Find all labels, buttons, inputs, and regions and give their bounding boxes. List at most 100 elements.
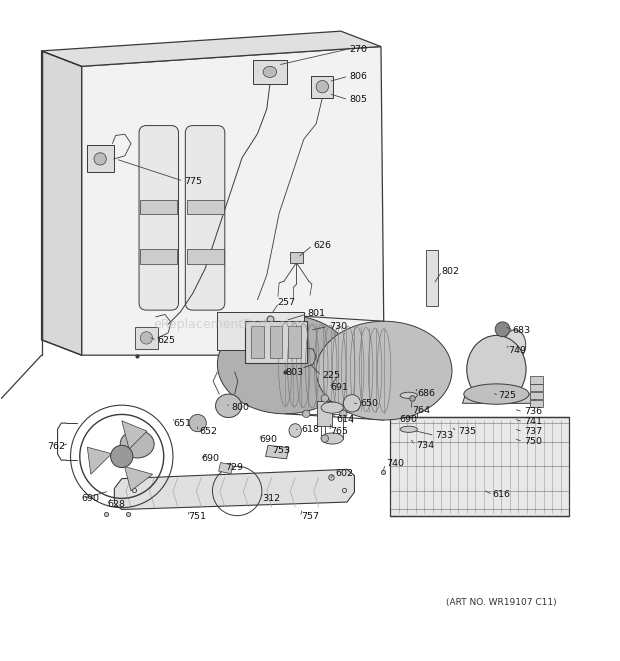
Text: 734: 734 (416, 441, 434, 449)
Polygon shape (218, 312, 304, 350)
Circle shape (340, 410, 347, 418)
Polygon shape (117, 456, 153, 491)
Polygon shape (114, 469, 355, 510)
Text: 650: 650 (360, 399, 378, 408)
Text: 616: 616 (492, 490, 510, 499)
Text: 602: 602 (335, 469, 353, 478)
Ellipse shape (321, 402, 343, 413)
Text: 764: 764 (412, 406, 430, 414)
Text: 651: 651 (174, 418, 192, 428)
Text: 225: 225 (322, 371, 340, 380)
Ellipse shape (218, 315, 353, 414)
Polygon shape (426, 251, 438, 306)
Text: 750: 750 (525, 437, 542, 446)
Text: 686: 686 (417, 389, 435, 398)
Text: (ART NO. WR19107 C11): (ART NO. WR19107 C11) (446, 598, 557, 607)
Polygon shape (87, 447, 122, 474)
Ellipse shape (120, 430, 154, 458)
Ellipse shape (464, 384, 529, 405)
Circle shape (110, 446, 133, 467)
Circle shape (140, 332, 153, 344)
Ellipse shape (400, 392, 417, 399)
Ellipse shape (316, 321, 452, 420)
Polygon shape (252, 59, 287, 84)
Text: 805: 805 (349, 95, 367, 104)
Polygon shape (82, 46, 384, 355)
Text: 690: 690 (201, 454, 219, 463)
Circle shape (495, 322, 510, 336)
Polygon shape (122, 421, 147, 456)
Text: 806: 806 (349, 71, 367, 81)
Text: 626: 626 (313, 241, 331, 250)
Ellipse shape (216, 394, 241, 418)
Text: 741: 741 (525, 417, 542, 426)
Polygon shape (219, 463, 233, 474)
Polygon shape (187, 200, 224, 214)
Text: 652: 652 (200, 427, 218, 436)
Text: 270: 270 (349, 44, 367, 54)
Polygon shape (245, 321, 307, 363)
Ellipse shape (263, 66, 277, 77)
Text: 749: 749 (508, 346, 526, 355)
Bar (530, 383, 542, 391)
Text: 690: 690 (400, 415, 418, 424)
FancyBboxPatch shape (185, 126, 225, 310)
Circle shape (303, 410, 310, 418)
Polygon shape (270, 326, 282, 358)
Bar (530, 391, 542, 399)
Bar (530, 376, 542, 383)
Text: 751: 751 (188, 512, 206, 522)
Text: 690: 690 (259, 435, 277, 444)
Text: 737: 737 (525, 427, 542, 436)
Polygon shape (251, 326, 264, 358)
Polygon shape (463, 394, 536, 403)
Circle shape (316, 81, 329, 93)
Polygon shape (135, 327, 157, 349)
Text: 691: 691 (330, 383, 348, 393)
Ellipse shape (400, 426, 417, 432)
Polygon shape (311, 75, 334, 98)
Text: 614: 614 (337, 415, 355, 424)
Ellipse shape (343, 395, 361, 412)
Polygon shape (390, 417, 569, 516)
FancyBboxPatch shape (139, 126, 179, 310)
Polygon shape (290, 252, 303, 262)
Text: 683: 683 (513, 326, 531, 335)
Polygon shape (265, 446, 289, 459)
Polygon shape (87, 145, 113, 173)
Ellipse shape (504, 330, 526, 360)
Polygon shape (42, 51, 82, 355)
Text: 730: 730 (329, 322, 347, 330)
Text: 775: 775 (184, 176, 202, 186)
Text: 257: 257 (278, 298, 296, 307)
Ellipse shape (94, 153, 106, 165)
Text: 800: 800 (232, 403, 250, 412)
Text: 733: 733 (435, 431, 454, 440)
Circle shape (321, 395, 329, 402)
Text: 628: 628 (107, 500, 125, 509)
Text: 740: 740 (386, 459, 404, 469)
Polygon shape (140, 200, 177, 214)
Text: 765: 765 (330, 427, 348, 436)
Text: 762: 762 (46, 442, 64, 451)
Circle shape (189, 414, 206, 432)
Text: 618: 618 (301, 425, 319, 434)
Text: 757: 757 (301, 512, 319, 522)
Text: 625: 625 (158, 336, 176, 345)
Text: 753: 753 (273, 446, 291, 455)
Ellipse shape (467, 335, 526, 403)
Text: eReplacementParts.com: eReplacementParts.com (154, 318, 306, 330)
Text: 802: 802 (441, 267, 459, 276)
Text: 729: 729 (226, 463, 244, 472)
Text: 312: 312 (263, 494, 281, 503)
Polygon shape (288, 326, 301, 358)
Text: 803: 803 (285, 368, 304, 377)
Text: 736: 736 (525, 407, 542, 416)
Polygon shape (42, 31, 381, 66)
Text: 690: 690 (81, 494, 99, 503)
Circle shape (321, 435, 329, 442)
Ellipse shape (321, 433, 343, 444)
Text: 801: 801 (307, 309, 325, 319)
Polygon shape (140, 249, 177, 264)
Text: 725: 725 (498, 391, 516, 401)
